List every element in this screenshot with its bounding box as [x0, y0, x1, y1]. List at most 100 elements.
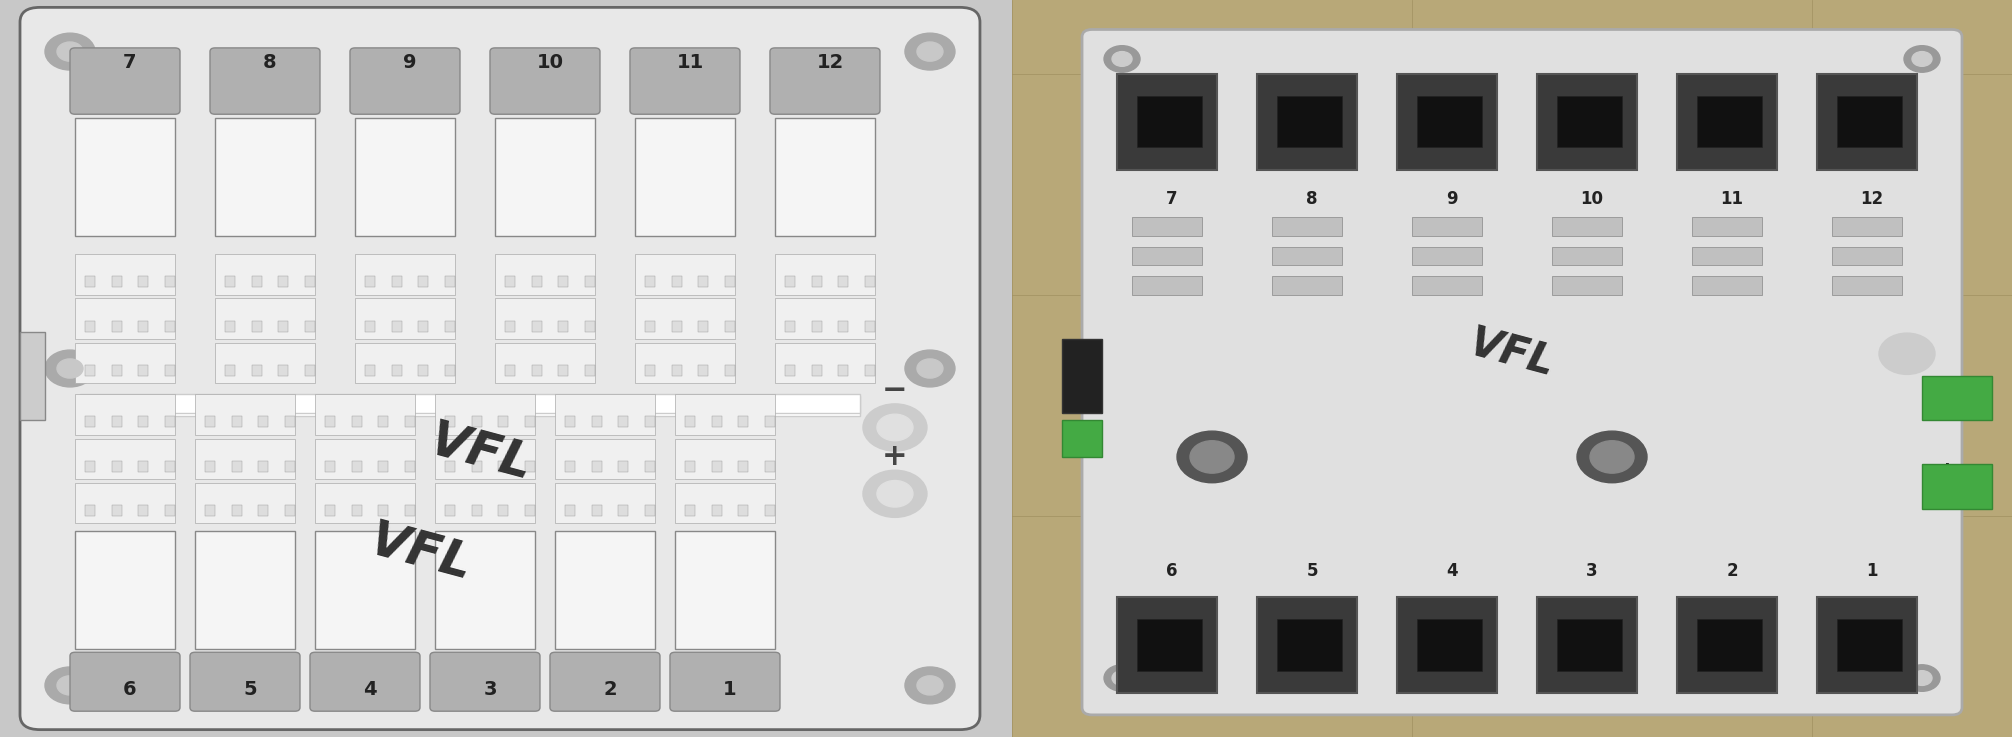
Bar [672, 276, 682, 287]
Bar [404, 461, 414, 472]
Bar [865, 321, 875, 332]
Text: VFL: VFL [1465, 322, 1559, 385]
Bar [775, 343, 875, 383]
Bar [636, 254, 734, 295]
Bar [585, 365, 596, 376]
Bar [316, 531, 414, 649]
Bar [139, 321, 149, 332]
Text: 7: 7 [123, 53, 137, 72]
Bar [1133, 247, 1201, 265]
Bar [557, 321, 567, 332]
Bar [215, 118, 316, 236]
Bar [1817, 597, 1917, 693]
Bar [215, 298, 316, 339]
Bar [80, 396, 859, 416]
Bar [1551, 217, 1622, 236]
Bar [712, 505, 722, 516]
Circle shape [1589, 441, 1634, 473]
Bar [674, 394, 775, 435]
Bar [636, 298, 734, 339]
Bar [811, 365, 821, 376]
Bar [195, 531, 296, 649]
FancyBboxPatch shape [310, 652, 421, 711]
Bar [306, 365, 316, 376]
Circle shape [44, 350, 95, 387]
Bar [1412, 217, 1483, 236]
Bar [1921, 464, 1992, 509]
Bar [354, 254, 455, 295]
Bar [74, 343, 175, 383]
Bar [592, 505, 602, 516]
Bar [765, 505, 775, 516]
Bar [555, 531, 656, 649]
Text: +: + [881, 442, 907, 472]
Bar [74, 531, 175, 649]
Bar [672, 321, 682, 332]
Bar [445, 416, 455, 427]
Bar [278, 365, 288, 376]
Bar [418, 276, 429, 287]
Bar [85, 321, 95, 332]
Bar [316, 483, 414, 523]
Bar [111, 461, 121, 472]
Bar [1551, 276, 1622, 295]
Bar [684, 416, 694, 427]
Bar [555, 439, 656, 479]
Bar [231, 505, 241, 516]
Circle shape [44, 667, 95, 704]
Bar [1696, 96, 1763, 147]
Bar [738, 505, 748, 516]
Text: 10: 10 [1581, 190, 1604, 208]
Circle shape [1113, 52, 1133, 66]
Bar [215, 343, 316, 383]
Bar [354, 343, 455, 383]
Bar [74, 394, 175, 435]
FancyBboxPatch shape [350, 48, 461, 114]
Bar [1278, 619, 1342, 671]
Bar [674, 439, 775, 479]
Bar [839, 276, 849, 287]
Bar [775, 118, 875, 236]
Bar [684, 461, 694, 472]
Bar [231, 461, 241, 472]
Bar [195, 394, 296, 435]
Bar [392, 321, 402, 332]
Bar [435, 394, 535, 435]
Bar [471, 461, 481, 472]
Text: 6: 6 [1167, 562, 1177, 580]
Bar [684, 505, 694, 516]
Bar [195, 439, 296, 479]
Bar [445, 365, 455, 376]
Bar [165, 321, 175, 332]
Bar [1833, 217, 1901, 236]
Text: −: − [1936, 401, 1958, 425]
Bar [775, 254, 875, 295]
Bar [215, 254, 316, 295]
Bar [1833, 276, 1901, 295]
Bar [74, 254, 175, 295]
Bar [418, 321, 429, 332]
Bar [557, 365, 567, 376]
Circle shape [905, 33, 956, 70]
Bar [205, 505, 215, 516]
Bar [85, 461, 95, 472]
Bar [1258, 74, 1356, 170]
Bar [286, 416, 296, 427]
Text: 12: 12 [817, 53, 843, 72]
Bar [839, 365, 849, 376]
Bar [20, 332, 44, 420]
Bar [1537, 74, 1638, 170]
Bar [592, 461, 602, 472]
Circle shape [1911, 671, 1932, 685]
Bar [636, 118, 734, 236]
Bar [205, 416, 215, 427]
Bar [738, 461, 748, 472]
Bar [636, 343, 734, 383]
Bar [74, 298, 175, 339]
Bar [404, 505, 414, 516]
Bar [618, 416, 628, 427]
Text: −: − [881, 376, 907, 405]
Bar [724, 321, 734, 332]
Bar [85, 416, 95, 427]
Bar [698, 321, 708, 332]
